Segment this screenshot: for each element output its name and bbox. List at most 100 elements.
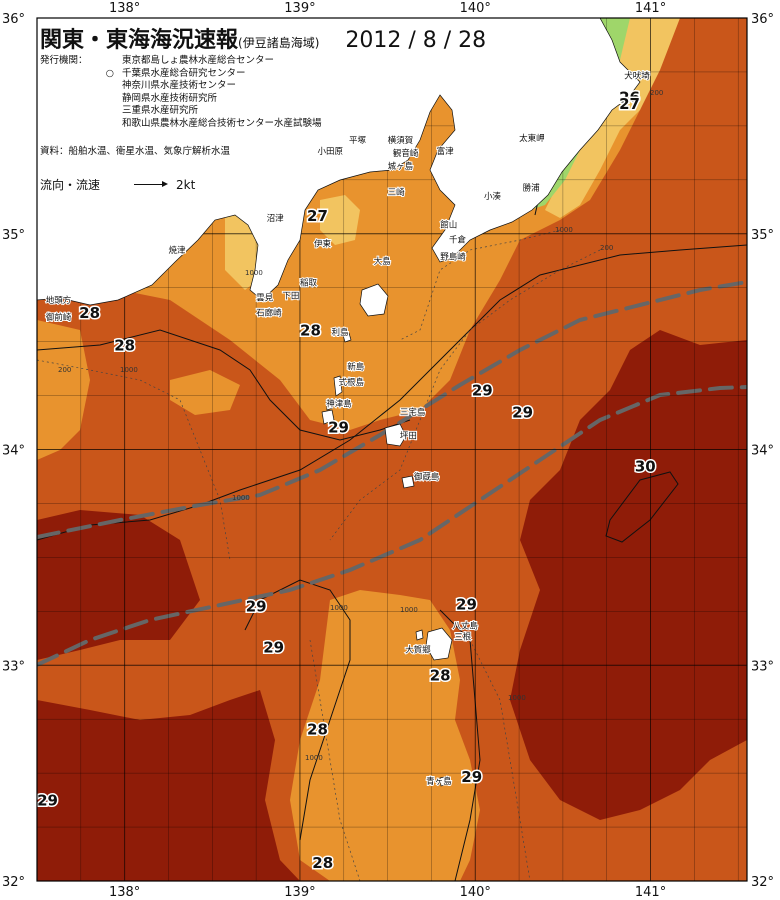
flow-label: 流向・流速 [40,178,101,192]
isotherm-label: 29 [246,597,267,615]
latitude-label-right: 34° [751,444,774,459]
place-label: 地頭方 [46,295,72,306]
place-label: 大賀郷 [405,644,431,655]
place-label: 千倉 [449,234,467,245]
place-label: 富津 [437,146,455,157]
place-label: 勝浦 [523,183,541,194]
longitude-label-top: 140° [460,1,491,16]
isotherm-30-loop [605,471,679,543]
latitude-label-left: 35° [2,228,25,243]
place-label: 沼津 [267,213,285,224]
isotherm-label: 29 [328,418,349,436]
organizations-label: 発行機関： [40,55,88,66]
zone-30-south-west [37,510,200,660]
place-label: 平塚 [349,136,367,146]
place-label: 横須賀 [388,135,414,146]
kuroshio-axis-south [37,385,747,667]
place-label: 坪田 [400,432,417,442]
toshima-island [342,332,352,343]
isotherm-label: 29 [512,403,533,421]
place-label: 城ヶ島 [388,161,414,172]
hachijojima-island [425,627,453,661]
organization-item: 神奈川県水産技術センター [122,80,237,92]
organization-item: 三重県水産研究所 [122,105,199,117]
isotherm-label: 30 [635,457,656,475]
latitude-label-right: 36° [751,12,774,27]
place-label: 小田原 [317,146,343,157]
depth-label: 1000 [508,694,526,702]
isotherm-label: 28 [430,667,451,685]
place-label: 伊東 [314,239,332,250]
isotherm-label: 29 [263,638,284,656]
depth-contour-1000-c [309,639,361,881]
latitude-label-left: 33° [2,659,25,674]
isotherm-label: 27 [307,207,328,225]
zone-30-east [510,330,747,820]
longitude-label-top: 139° [284,1,315,16]
isotherm-label: 29 [461,768,482,786]
place-label: 青ヶ島 [426,776,452,787]
place-label: 新島 [347,362,365,373]
longitude-label-bottom: 139° [284,885,315,900]
kuroshio-axis-north [37,280,747,539]
isotherm-label: 28 [114,336,135,354]
latitude-label-left: 34° [2,444,25,459]
map-title: 関東・東海海況速報 [40,28,239,53]
zone-27-coast-band [545,18,680,218]
place-label: 八丈島 [452,621,478,632]
kozushima-island [321,409,335,425]
place-label: 御前崎 [46,312,72,323]
longitude-label-top: 138° [109,1,140,16]
depth-label: 1000 [330,604,348,612]
longitude-label-bottom: 138° [109,885,140,900]
longitude-label-top: 141° [635,1,666,16]
chiba-marker-icon: ○ [105,67,114,79]
zone-27-sagami [320,195,360,245]
isotherm-label: 28 [79,304,100,322]
place-label: 大島 [374,256,392,267]
flow-unit: 2kt [176,177,196,192]
place-label: 石廊崎 [256,308,282,319]
miyakejima-island [384,423,407,447]
zone-28-west [37,320,90,460]
organizations-list: 発行機関： 東京都島しょ農林水産総合センター ○ 千葉県水産総合研究センター 神奈川… [40,55,322,131]
organization-item: 静岡県水産技術研究所 [122,92,218,104]
isotherm-label: 28 [307,720,328,738]
isotherm-label: 28 [300,321,321,339]
flow-legend: 流向・流速 2kt [40,176,195,193]
place-label: 利島 [332,327,350,338]
isotherm-label: 27 [619,95,640,113]
isotherm-29-b [244,579,351,841]
isotherm-label: 29 [37,792,58,810]
latitude-label-right: 35° [751,228,774,243]
isotherm-label: 29 [472,382,493,400]
latitude-label-right: 32° [751,875,774,890]
depth-contour-200 [399,229,561,341]
place-label: 館山 [440,219,457,230]
aogashima-island [439,775,450,787]
data-source: 資料：船舶水温、衛星水温、気象庁解析水温 [40,146,231,157]
zone-28-izu-ridge [290,590,480,881]
place-label: 下田 [282,291,299,301]
depth-label: 1000 [555,226,573,234]
flow-arrow-icon [134,180,169,190]
latitude-label-left: 32° [2,875,25,890]
depth-label: 1000 [305,754,323,762]
place-label: 三崎 [388,187,406,198]
place-label: 御蔵島 [414,472,440,483]
isotherm-label: 29 [456,595,477,613]
map-subtitle: (伊豆諸島海域) [238,36,320,50]
mikurajima-island [401,475,415,489]
depth-label: 1000 [400,606,418,614]
organization-item: 和歌山県農林水産総合技術センター水産試験場 [122,117,322,129]
map-date: 2012 / 8 / 28 [345,28,487,53]
isotherm-29-c [439,609,481,881]
place-label: 三根 [454,631,472,642]
depth-label: 200 [600,244,613,252]
place-label: 焼津 [168,245,186,256]
zone-28-central-patch [170,370,240,415]
organization-item: 東京都島しょ農林水産総合センター [122,55,275,66]
place-label: 小湊 [484,191,502,202]
